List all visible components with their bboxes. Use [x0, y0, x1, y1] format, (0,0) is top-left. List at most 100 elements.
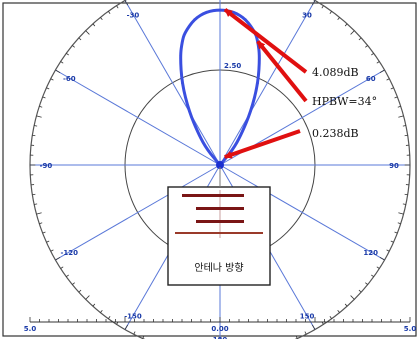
ring-tick	[50, 249, 54, 252]
ring-tick	[66, 274, 69, 278]
ring-tick	[344, 23, 348, 27]
ring-tick	[365, 282, 368, 285]
ring-tick	[78, 289, 82, 293]
pattern-point	[205, 10, 208, 13]
pattern-point	[240, 134, 242, 136]
bottom-axis-label: 5.0	[404, 325, 417, 333]
ring-tick	[55, 256, 61, 261]
ring-tick	[142, 335, 145, 339]
pattern-point	[179, 54, 182, 57]
annotations-layer: 4.089dB HPBW=34° 0.238dB	[223, 8, 377, 159]
ring-tick	[379, 69, 385, 74]
ring-tick	[358, 37, 362, 41]
ring-tick	[390, 240, 394, 243]
pattern-point	[250, 110, 252, 113]
antenna-element	[175, 232, 263, 234]
ring-tick	[371, 52, 374, 56]
ring-tick	[36, 212, 42, 215]
ring-tick	[337, 310, 340, 313]
ring-tick	[107, 316, 111, 319]
ring-tick	[34, 125, 38, 127]
ring-tick	[402, 125, 406, 127]
polar-grid: 306090120150180-150-120-90-60-302.505.00	[29, 0, 411, 339]
annotation-label: HPBW=34°	[312, 95, 377, 108]
ring-tick	[55, 69, 61, 74]
ring-tick	[304, 331, 307, 335]
ring-tick	[311, 324, 316, 330]
pattern-layer	[179, 8, 261, 169]
ring-tick	[390, 87, 394, 90]
ring-tick	[39, 222, 43, 225]
ring-tick	[386, 249, 390, 252]
angle-tick-label: -60	[63, 75, 76, 83]
angle-tick-label: 120	[363, 249, 378, 257]
bottom-axis-label: 5.0	[24, 325, 37, 333]
pattern-point	[183, 32, 186, 34]
ring-tick	[358, 289, 362, 293]
ring-tick	[397, 105, 401, 108]
ring-tick	[350, 30, 355, 35]
ring-tick	[124, 0, 129, 6]
ring-tick	[78, 37, 82, 41]
inset-box	[167, 186, 271, 286]
pattern-point	[198, 134, 200, 136]
radial-spoke	[219, 0, 316, 166]
ring-tick	[100, 310, 103, 313]
ring-tick	[34, 203, 38, 205]
angle-tick-label: -90	[40, 162, 53, 170]
origin-dot	[216, 161, 224, 169]
ring-tick	[124, 324, 129, 330]
ring-tick	[85, 295, 90, 300]
ring-tick	[46, 87, 50, 90]
ring-tick	[398, 115, 404, 118]
ring-tick	[398, 212, 404, 215]
inset-caption: 안테나 방향	[194, 262, 243, 274]
ring-tick	[85, 30, 90, 35]
ring-tick	[329, 316, 333, 319]
ring-tick	[337, 17, 340, 20]
ring-tick	[321, 5, 324, 9]
ring-tick	[379, 256, 385, 261]
ring-tick	[402, 203, 406, 205]
ring-tick	[39, 105, 43, 108]
antenna-element	[182, 194, 244, 197]
chart-frame	[2, 2, 417, 337]
ring-tick	[60, 266, 64, 269]
ring-tick	[60, 61, 64, 64]
pattern-point	[257, 82, 259, 85]
angle-tick-label: 30	[302, 11, 312, 19]
ring-tick	[133, 331, 136, 335]
annotation-label: 0.238dB	[312, 127, 359, 140]
antenna-element	[196, 207, 244, 210]
ring-tick	[365, 45, 368, 48]
ring-tick	[72, 45, 75, 48]
pattern-point	[244, 18, 247, 20]
pattern-point	[193, 18, 196, 20]
bottom-axis: 5.0 0.00 5.0	[24, 317, 417, 333]
angle-tick-label: -150	[124, 313, 142, 321]
pattern-point	[219, 8, 221, 11]
radial-spoke	[55, 69, 221, 166]
ring-tick	[116, 5, 119, 9]
angle-tick-label: -30	[127, 11, 140, 19]
radial-tick-label: 2.50	[224, 62, 241, 70]
annotation-arrow	[223, 8, 308, 74]
angle-tick-label: 90	[389, 162, 399, 170]
pattern-point	[258, 54, 261, 57]
angle-tick-label: -120	[61, 249, 79, 257]
ring-tick	[376, 266, 380, 269]
angle-tick-label: 150	[300, 313, 315, 321]
ring-tick	[386, 78, 390, 81]
ring-tick	[311, 0, 316, 6]
ring-tick	[376, 61, 380, 64]
pattern-point	[232, 10, 235, 13]
annotation-arrow	[256, 40, 308, 103]
pattern-point	[231, 149, 234, 151]
annotation-arrow	[223, 129, 301, 159]
ring-tick	[92, 23, 96, 27]
ring-tick	[72, 282, 75, 285]
ring-tick	[329, 11, 333, 14]
radial-spoke	[55, 164, 221, 261]
